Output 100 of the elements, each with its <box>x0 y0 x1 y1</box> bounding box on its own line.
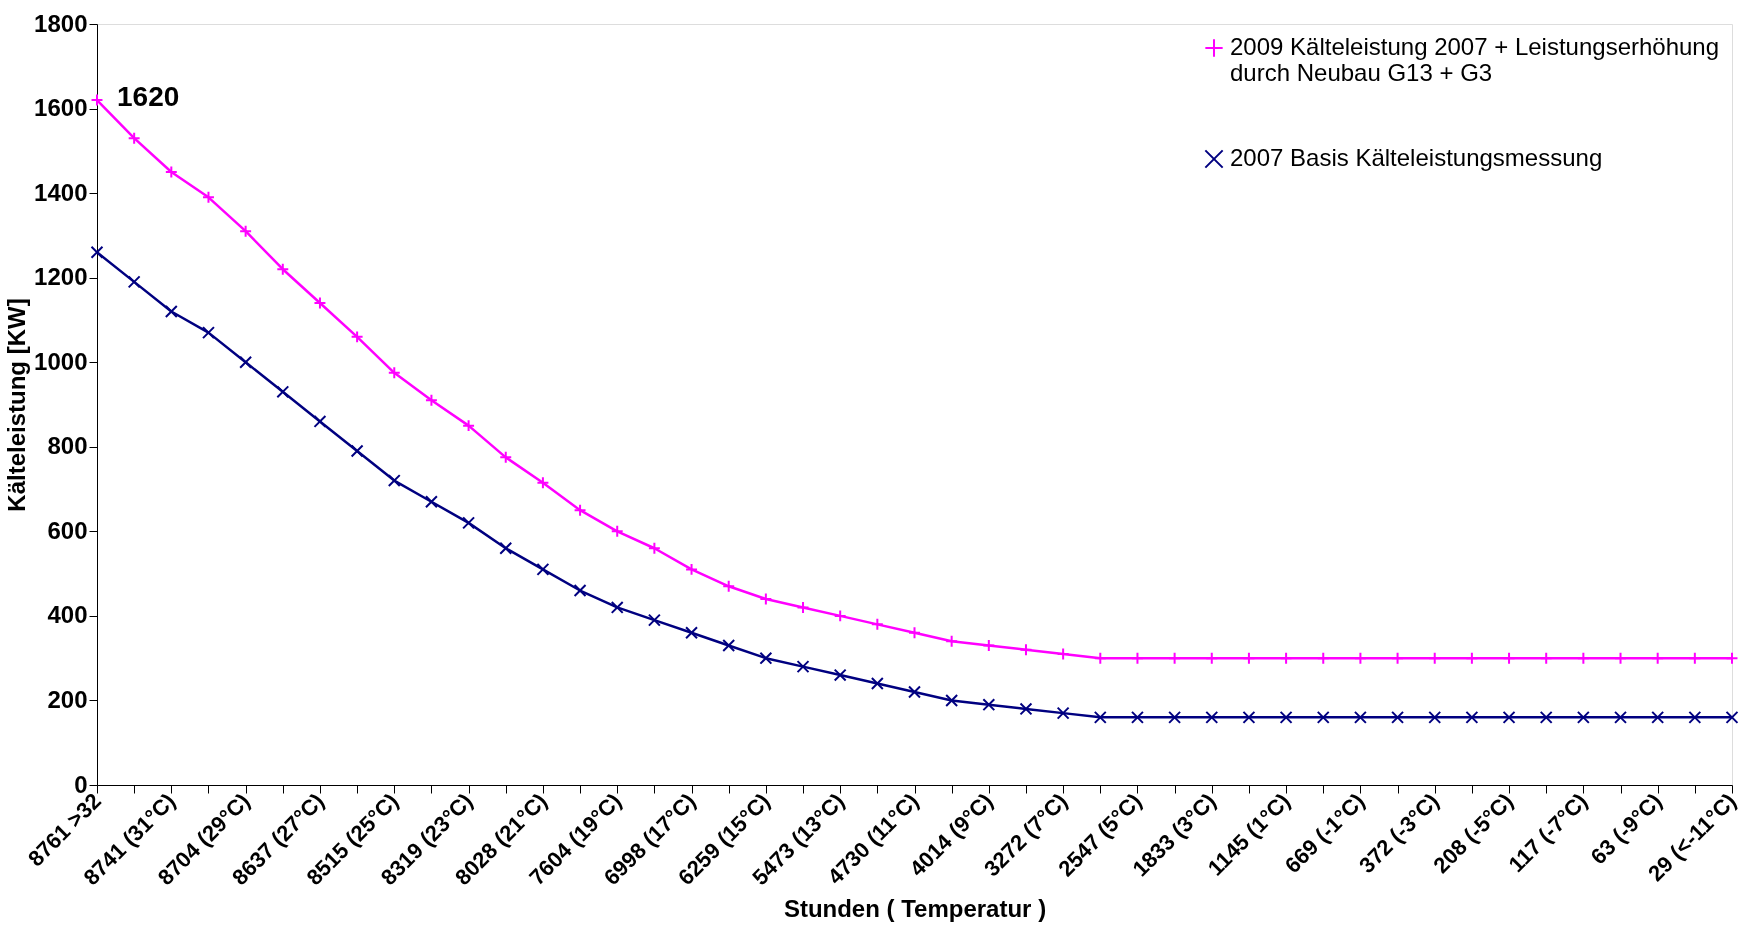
point <box>202 190 215 204</box>
point <box>982 639 996 652</box>
point <box>1056 647 1070 661</box>
y-tick-label: 1200 <box>34 263 88 291</box>
legend-label: 2007 Basis Kälteleistungsmessung <box>1230 144 1603 171</box>
point <box>90 245 104 259</box>
point <box>1391 651 1405 665</box>
point <box>499 450 513 464</box>
point <box>276 262 290 276</box>
point <box>796 660 810 674</box>
point <box>536 476 550 490</box>
point <box>1168 710 1182 724</box>
y-tick-label: 400 <box>47 601 88 629</box>
point <box>722 639 736 652</box>
point <box>350 444 364 458</box>
y-tick-label: 1800 <box>34 9 88 37</box>
point <box>1279 710 1293 724</box>
point <box>1725 710 1739 724</box>
point <box>127 275 141 289</box>
point <box>1056 706 1070 720</box>
point <box>1651 710 1665 724</box>
point <box>1242 651 1256 665</box>
point <box>1391 710 1405 724</box>
point <box>1576 651 1590 665</box>
point <box>833 668 847 682</box>
point <box>1651 651 1665 665</box>
point <box>759 651 773 665</box>
point <box>1279 651 1293 665</box>
y-axis-title: Kälteleistung [KW] <box>3 298 31 512</box>
point <box>982 698 996 712</box>
point <box>164 165 178 179</box>
point <box>499 541 513 555</box>
point <box>1019 643 1033 657</box>
point <box>685 626 699 640</box>
point <box>908 626 921 640</box>
point <box>276 385 290 399</box>
point <box>610 600 624 614</box>
point <box>1019 702 1033 716</box>
point <box>1614 710 1627 724</box>
point <box>573 503 587 517</box>
point <box>1688 651 1702 665</box>
point <box>1465 710 1479 724</box>
legend-label: 2009 Kälteleistung 2007 + Leistungserhöhung durch Neubau G13 + G3 <box>1230 33 1720 86</box>
point <box>239 355 253 369</box>
point <box>1353 710 1367 724</box>
point <box>387 366 401 380</box>
point <box>1502 651 1516 665</box>
point <box>313 296 327 310</box>
point <box>1205 710 1219 724</box>
point <box>945 634 959 648</box>
point <box>1316 651 1330 665</box>
point <box>1539 651 1553 665</box>
y-tick-label: 1600 <box>34 94 88 122</box>
point <box>870 617 884 631</box>
point <box>1316 710 1330 724</box>
point <box>722 579 736 593</box>
x-axis-title: Stunden ( Temperatur ) <box>783 894 1047 922</box>
point <box>1539 710 1553 724</box>
point <box>424 495 438 509</box>
point <box>387 474 401 488</box>
point <box>1688 710 1702 724</box>
point <box>1428 651 1442 665</box>
point <box>127 131 141 145</box>
point <box>647 613 661 627</box>
point <box>462 516 476 530</box>
y-tick-label: 200 <box>47 685 88 713</box>
point <box>239 224 253 238</box>
point <box>1130 710 1144 724</box>
point <box>1725 651 1739 665</box>
point <box>536 562 550 576</box>
point <box>202 326 215 340</box>
point <box>1205 651 1219 665</box>
point <box>573 584 587 597</box>
point <box>313 414 327 428</box>
point <box>1242 710 1256 724</box>
point <box>870 677 884 691</box>
point <box>685 562 699 576</box>
point <box>1428 710 1442 724</box>
point <box>164 305 178 318</box>
point <box>908 685 921 699</box>
point <box>1502 710 1516 724</box>
point <box>796 600 810 614</box>
point <box>462 419 476 433</box>
point <box>1168 651 1182 665</box>
y-tick-label: 600 <box>47 516 88 544</box>
point <box>945 693 959 707</box>
point <box>90 93 104 107</box>
annotation: 1620 <box>117 81 180 113</box>
y-tick-label: 1000 <box>34 347 88 375</box>
point <box>350 330 364 344</box>
point <box>610 524 624 538</box>
y-tick-label: 800 <box>47 432 88 460</box>
point <box>1465 651 1479 665</box>
point <box>1130 651 1144 665</box>
point <box>1093 651 1107 665</box>
y-tick-label: 1400 <box>34 178 88 206</box>
point <box>424 393 438 407</box>
point <box>1576 710 1590 724</box>
point <box>1093 710 1107 724</box>
point <box>833 609 847 623</box>
